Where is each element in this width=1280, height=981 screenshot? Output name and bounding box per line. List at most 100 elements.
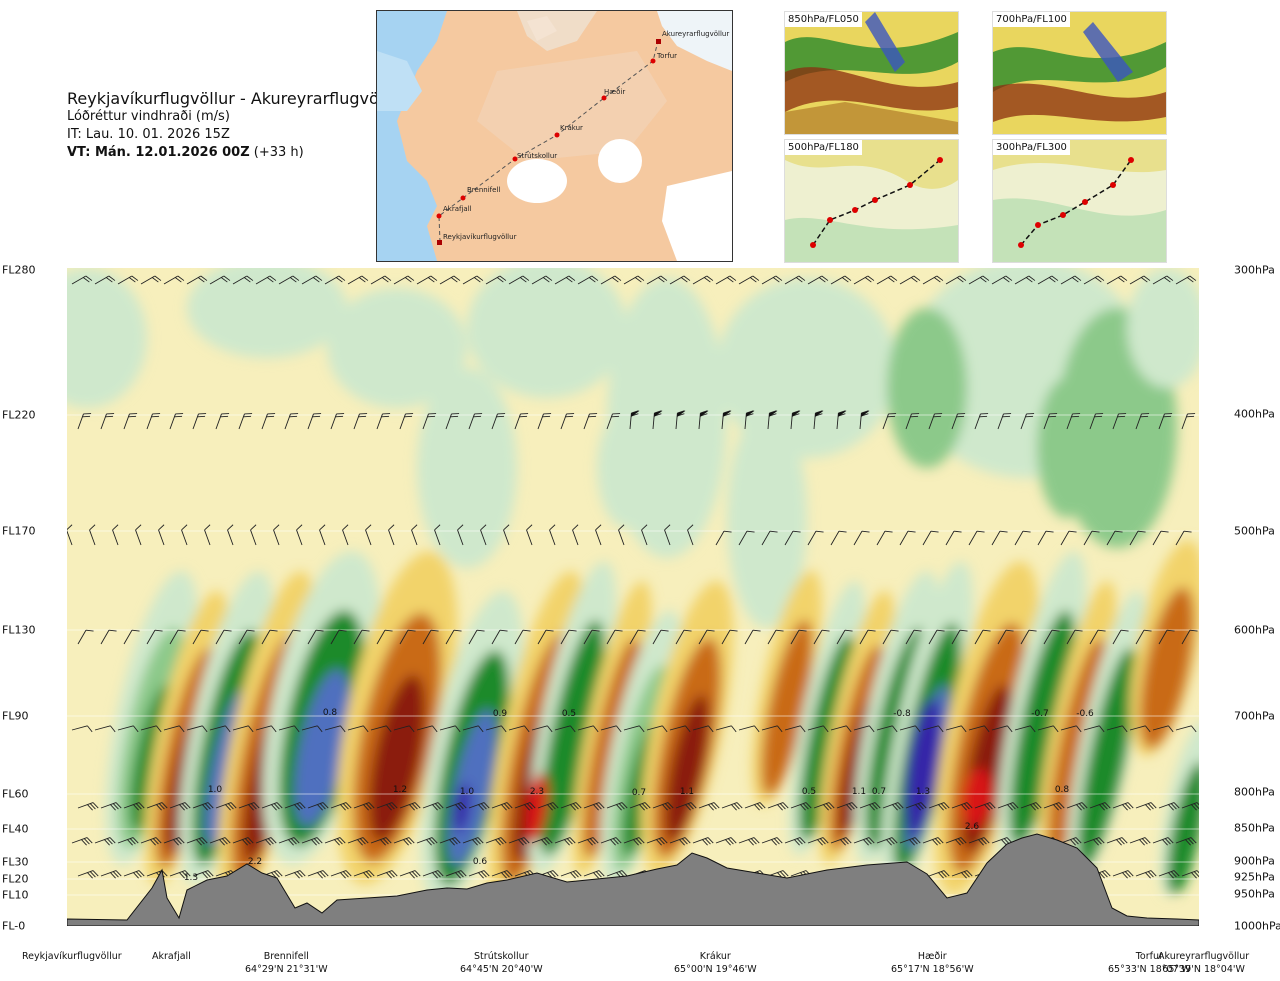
wind-barb <box>577 275 599 285</box>
wind-barb <box>324 275 346 285</box>
wind-barb <box>485 837 507 846</box>
wind-barb <box>1106 837 1128 846</box>
wind-barb <box>738 530 755 546</box>
wind-barb <box>1089 629 1106 645</box>
vertical-motion-core <box>665 694 709 842</box>
level-map-500-canvas <box>785 140 958 262</box>
wind-barb <box>1152 837 1174 846</box>
wind-barb <box>439 837 461 846</box>
velocity-value-label: 2.3 <box>530 787 544 797</box>
wind-barb <box>784 725 806 733</box>
wind-barb <box>767 410 778 430</box>
upper-level-region <box>67 268 147 408</box>
wind-barb <box>307 802 329 811</box>
pressure-label: 700hPa <box>1234 709 1275 723</box>
axis-waypoint-name: Akureyrarflugvöllur <box>1158 951 1250 962</box>
wind-barb <box>445 413 460 430</box>
level-map-700-canvas <box>993 12 1166 134</box>
vertical-motion-extreme-core <box>961 768 993 828</box>
wind-barb <box>715 725 737 733</box>
wind-barb <box>784 275 806 285</box>
wind-barb <box>1020 629 1037 645</box>
wind-barb <box>192 629 209 645</box>
wind-barb <box>238 802 260 811</box>
wind-barb <box>353 870 375 879</box>
wind-barb <box>652 629 669 645</box>
axis-waypoint-akrafjall: Akrafjall <box>152 950 191 963</box>
wind-barb <box>876 725 898 733</box>
wind-barb <box>255 837 277 846</box>
wind-barb <box>554 837 576 846</box>
wind-barb <box>721 802 743 811</box>
level-map-850[interactable]: 850hPa/FL050 <box>784 11 959 135</box>
wind-barb <box>669 275 691 285</box>
level-map-850-label: 850hPa/FL050 <box>785 12 862 27</box>
wind-barb <box>261 629 278 645</box>
wind-barb <box>738 275 760 285</box>
wind-barb <box>485 275 507 285</box>
valid-time: VT: Mán. 12.01.2026 00Z <box>67 145 250 160</box>
wind-barb <box>945 275 967 285</box>
wind-barb <box>652 410 663 430</box>
velocity-value-label: -0.7 <box>1031 709 1049 719</box>
vertical-motion-core <box>1149 634 1185 742</box>
wind-barb <box>1158 870 1180 879</box>
wind-barb <box>1014 275 1036 285</box>
wind-barb <box>135 524 142 546</box>
wind-barb <box>232 725 254 733</box>
level-map-300-canvas <box>993 140 1166 262</box>
velocity-value-label: 1.1 <box>852 787 866 797</box>
wind-barb <box>186 275 208 285</box>
wind-barb <box>1037 275 1059 285</box>
wind-barb <box>399 413 414 430</box>
level-map-300-label: 300hPa/FL300 <box>993 140 1070 155</box>
wind-barb <box>163 275 185 285</box>
cross-section-canvas: 1.3 2.2 1.0 0.8 1.2 1.0 0.9 0.6 2.3 0.5 0.7 1.1 0.5 1… <box>67 268 1199 926</box>
wind-barb <box>721 410 732 430</box>
wind-barb <box>1175 725 1197 733</box>
wind-barb <box>301 275 323 285</box>
wind-barb <box>399 802 421 811</box>
wind-barb <box>600 837 622 846</box>
wind-barb <box>1181 870 1199 879</box>
route-map-canvas: Akureyrarflugvöllur Torfur Hæðir Krákur … <box>377 11 732 261</box>
wind-barb <box>899 530 916 546</box>
wind-barb <box>715 837 737 846</box>
wind-barb <box>347 725 369 733</box>
wind-barb <box>215 802 237 811</box>
level-map-500[interactable]: 500hPa/FL180 <box>784 139 959 263</box>
velocity-value-label: 0.5 <box>562 709 576 719</box>
level-map-700-label: 700hPa/FL100 <box>993 12 1070 27</box>
pressure-label: 800hPa <box>1234 785 1275 799</box>
wind-barb <box>94 837 116 846</box>
vertical-motion-extreme-core <box>382 708 412 788</box>
wind-barb <box>296 524 303 546</box>
wind-barb <box>462 837 484 846</box>
wind-barb <box>968 530 985 546</box>
wind-barb <box>698 802 720 811</box>
wind-barb <box>1089 413 1104 430</box>
level-map-700[interactable]: 700hPa/FL100 <box>992 11 1167 135</box>
vertical-motion-core <box>1020 669 1064 827</box>
fl-label: FL20 <box>2 872 29 886</box>
level-map-300[interactable]: 300hPa/FL300 <box>992 139 1167 263</box>
wind-barb <box>1106 725 1128 733</box>
wind-barb <box>600 275 622 285</box>
wind-barb <box>1020 802 1042 811</box>
wind-barb <box>353 802 375 811</box>
wind-barb <box>531 275 553 285</box>
wind-barb <box>278 275 300 285</box>
wind-barb <box>1152 530 1169 546</box>
wind-barb <box>1037 725 1059 733</box>
wind-barb <box>480 524 487 546</box>
wind-barb <box>71 837 93 846</box>
wind-barb <box>692 275 714 285</box>
wind-barb <box>1112 629 1129 645</box>
wind-barb <box>807 837 829 846</box>
wind-barb <box>853 275 875 285</box>
wind-barb <box>100 413 115 430</box>
velocity-value-labels: 1.3 2.2 1.0 0.8 1.2 1.0 0.9 0.6 2.3 0.5 0.7 1.1 0.5 1… <box>184 708 1094 883</box>
wind-barb <box>646 837 668 846</box>
wind-barb <box>922 725 944 733</box>
wind-barb <box>623 275 645 285</box>
